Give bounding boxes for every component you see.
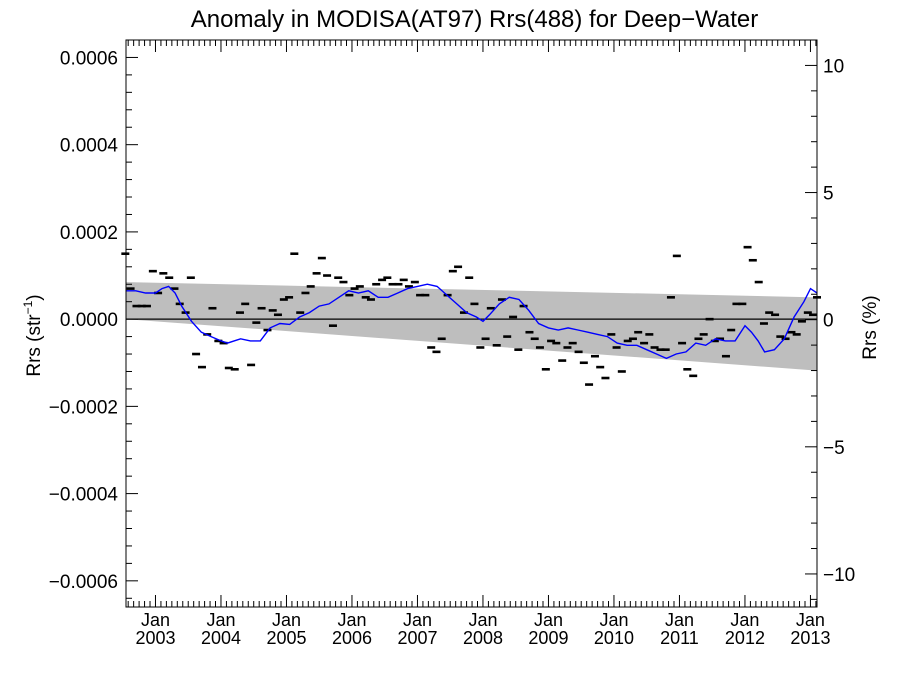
- y-tick-label-left: −0.0004: [49, 485, 119, 506]
- y-axis-label-right: Rrs (%): [860, 295, 881, 359]
- axis-layer: 0.0006 0.0004 0.0002 0.0000 −0.0002 −0.0004 −0…: [49, 39, 855, 648]
- x-tick-year-label: 2013: [790, 628, 830, 648]
- y-axis-label-left: Rrs (str−1): [21, 294, 45, 376]
- x-tick-month-label: Jan: [796, 610, 825, 630]
- y-tick-label-left: 0.0000: [60, 310, 118, 331]
- x-tick-month-label: Jan: [141, 610, 170, 630]
- x-tick-year-label: 2006: [332, 628, 372, 648]
- x-tick-year-label: 2012: [725, 628, 765, 648]
- x-tick-month-label: Jan: [665, 610, 694, 630]
- y-tick-label-left: −0.0006: [49, 572, 118, 593]
- plot-frame: [125, 39, 818, 608]
- x-tick-year-label: 2011: [660, 628, 699, 648]
- x-tick-month-label: Jan: [272, 610, 301, 630]
- x-tick-month-label: Jan: [403, 610, 432, 630]
- y-tick-label-right: −10: [823, 565, 855, 586]
- x-tick-year-label: 2010: [594, 628, 634, 648]
- running-mean-line: [126, 283, 818, 360]
- y-tick-label-left: 0.0004: [60, 136, 119, 157]
- y-tick-label-right: 0: [823, 311, 834, 332]
- chart-title: Anomaly in MODISA(AT97) Rrs(488) for Dee…: [191, 6, 759, 33]
- y-tick-label-left: 0.0002: [60, 223, 118, 244]
- y-axis-label-close: ): [24, 294, 45, 300]
- confidence-band: [126, 282, 817, 371]
- x-tick-month-label: Jan: [599, 610, 628, 630]
- y-tick-label-right: 5: [823, 184, 834, 205]
- y-tick-label-right: −5: [823, 438, 845, 459]
- y-tick-label-right: 10: [823, 56, 844, 77]
- y-tick-label-left: 0.0006: [60, 48, 118, 69]
- x-tick-month-label: Jan: [468, 610, 497, 630]
- x-tick-year-label: 2004: [201, 628, 241, 648]
- x-tick-year-label: 2008: [463, 628, 503, 648]
- x-tick-year-label: 2009: [528, 628, 568, 648]
- y-axis-label-sup: −1: [21, 300, 35, 314]
- x-tick-month-label: Jan: [534, 610, 563, 630]
- confidence-band-layer: [126, 282, 817, 371]
- series-layer: [126, 283, 818, 360]
- x-tick-year-label: 2003: [135, 628, 175, 648]
- y-axis-label-base: Rrs (str: [24, 314, 45, 377]
- x-tick-year-label: 2005: [266, 628, 306, 648]
- y-tick-label-left: −0.0002: [49, 397, 118, 418]
- x-tick-month-label: Jan: [206, 610, 235, 630]
- x-tick-month-label: Jan: [730, 610, 759, 630]
- x-tick-month-label: Jan: [337, 610, 366, 630]
- x-tick-year-label: 2007: [397, 628, 437, 648]
